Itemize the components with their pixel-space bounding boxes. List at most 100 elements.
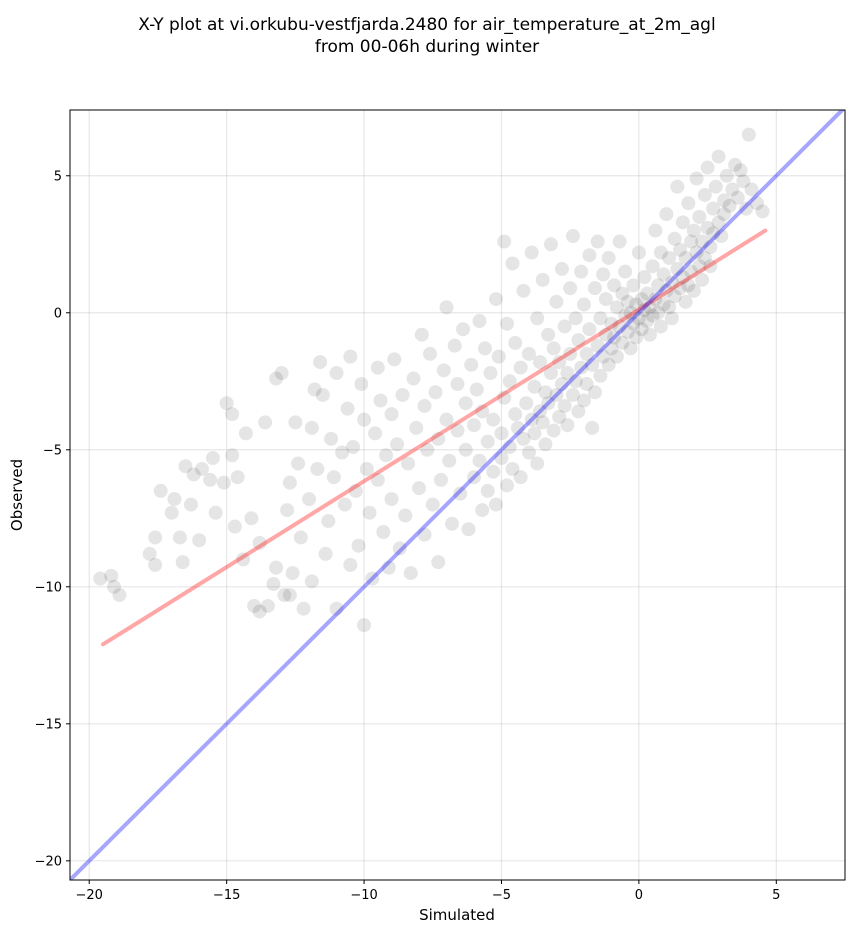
scatter-point: [194, 461, 209, 476]
plot-frame: [69, 109, 846, 881]
scatter-point: [642, 300, 657, 315]
scatter-point: [230, 470, 245, 485]
scatter-point: [368, 426, 383, 441]
scatter-point: [615, 286, 630, 301]
scatter-point: [445, 516, 460, 531]
scatter-point: [357, 412, 372, 427]
scatter-point: [552, 409, 567, 424]
scatter-point: [744, 182, 759, 197]
scatter-point: [225, 407, 240, 422]
scatter-point: [623, 305, 638, 320]
scatter-point: [464, 357, 479, 372]
scatter-point: [549, 294, 564, 309]
scatter-point: [508, 407, 523, 422]
scatter-point: [601, 250, 616, 265]
scatter-point: [469, 382, 484, 397]
scatter-point: [741, 127, 756, 142]
scatter-point: [521, 346, 536, 361]
scatter-point: [692, 259, 707, 274]
x-tick-label: −10: [350, 888, 377, 903]
scatter-point: [585, 357, 600, 372]
scatter-point: [521, 445, 536, 460]
scatter-point: [497, 390, 512, 405]
scatter-point: [684, 264, 699, 279]
scatter-point: [546, 341, 561, 356]
scatter-point: [565, 229, 580, 244]
scatter-point: [266, 577, 281, 592]
scatter-point: [728, 157, 743, 172]
scatter-point: [653, 319, 668, 334]
scatter-point: [258, 415, 273, 430]
fit-lines: [70, 110, 845, 880]
scatter-point: [629, 297, 644, 312]
scatter-point: [700, 220, 715, 235]
scatter-point: [362, 505, 377, 520]
scatter-point: [659, 207, 674, 222]
scatter-point: [291, 456, 306, 471]
scatter-point: [423, 346, 438, 361]
scatter-point: [488, 292, 503, 307]
scatter-point: [502, 440, 517, 455]
x-tick-label: 5: [772, 888, 780, 903]
scatter-point: [357, 618, 372, 633]
scatter-point: [335, 445, 350, 460]
data-points: [93, 127, 770, 633]
scatter-point: [483, 366, 498, 381]
scatter-point: [409, 420, 424, 435]
scatter-point: [582, 248, 597, 263]
scatter-point: [623, 341, 638, 356]
scatter-point: [524, 412, 539, 427]
scatter-point: [535, 272, 550, 287]
scatter-point: [455, 322, 470, 337]
scatter-point: [703, 259, 718, 274]
scatter-point: [527, 426, 542, 441]
scatter-point: [510, 420, 525, 435]
scatter-point: [541, 396, 556, 411]
scatter-point: [722, 198, 737, 213]
x-tick-label: −15: [213, 888, 240, 903]
scatter-point: [681, 196, 696, 211]
scatter-point: [148, 530, 163, 545]
scatter-point: [651, 305, 666, 320]
scatter-point: [648, 223, 663, 238]
scatter-point: [428, 385, 443, 400]
scatter-point: [343, 349, 358, 364]
scatter-point: [590, 234, 605, 249]
scatter-point: [576, 393, 591, 408]
scatter-point: [670, 261, 685, 276]
scatter-point: [293, 530, 308, 545]
chart-title-block: X-Y plot at vi.orkubu-vestfjarda.2480 fo…: [0, 14, 854, 58]
scatter-point: [450, 423, 465, 438]
scatter-point: [472, 453, 487, 468]
scatter-point: [414, 327, 429, 342]
x-tick-label: −5: [492, 888, 511, 903]
scatter-point: [538, 385, 553, 400]
scatter-point: [626, 278, 641, 293]
scatter-point: [376, 524, 391, 539]
scatter-point: [401, 456, 416, 471]
scatter-point: [664, 311, 679, 326]
scatter-point: [516, 431, 531, 446]
scatter-point: [651, 278, 666, 293]
scatter-point: [296, 601, 311, 616]
scatter-point: [675, 215, 690, 230]
scatter-point: [530, 456, 545, 471]
scatter-point: [637, 270, 652, 285]
scatter-point: [607, 278, 622, 293]
scatter-point: [587, 385, 602, 400]
scatter-point: [412, 481, 427, 496]
scatter-point: [453, 486, 468, 501]
scatter-point: [436, 363, 451, 378]
scatter-point: [596, 349, 611, 364]
scatter-point: [607, 330, 622, 345]
scatter-point: [277, 588, 292, 603]
scatter-point: [579, 346, 594, 361]
scatter-point: [513, 360, 528, 375]
scatter-point: [620, 294, 635, 309]
scatter-point: [549, 387, 564, 402]
scatter-point: [431, 431, 446, 446]
scatter-point: [403, 566, 418, 581]
scatter-point: [392, 541, 407, 556]
scatter-point: [519, 396, 534, 411]
